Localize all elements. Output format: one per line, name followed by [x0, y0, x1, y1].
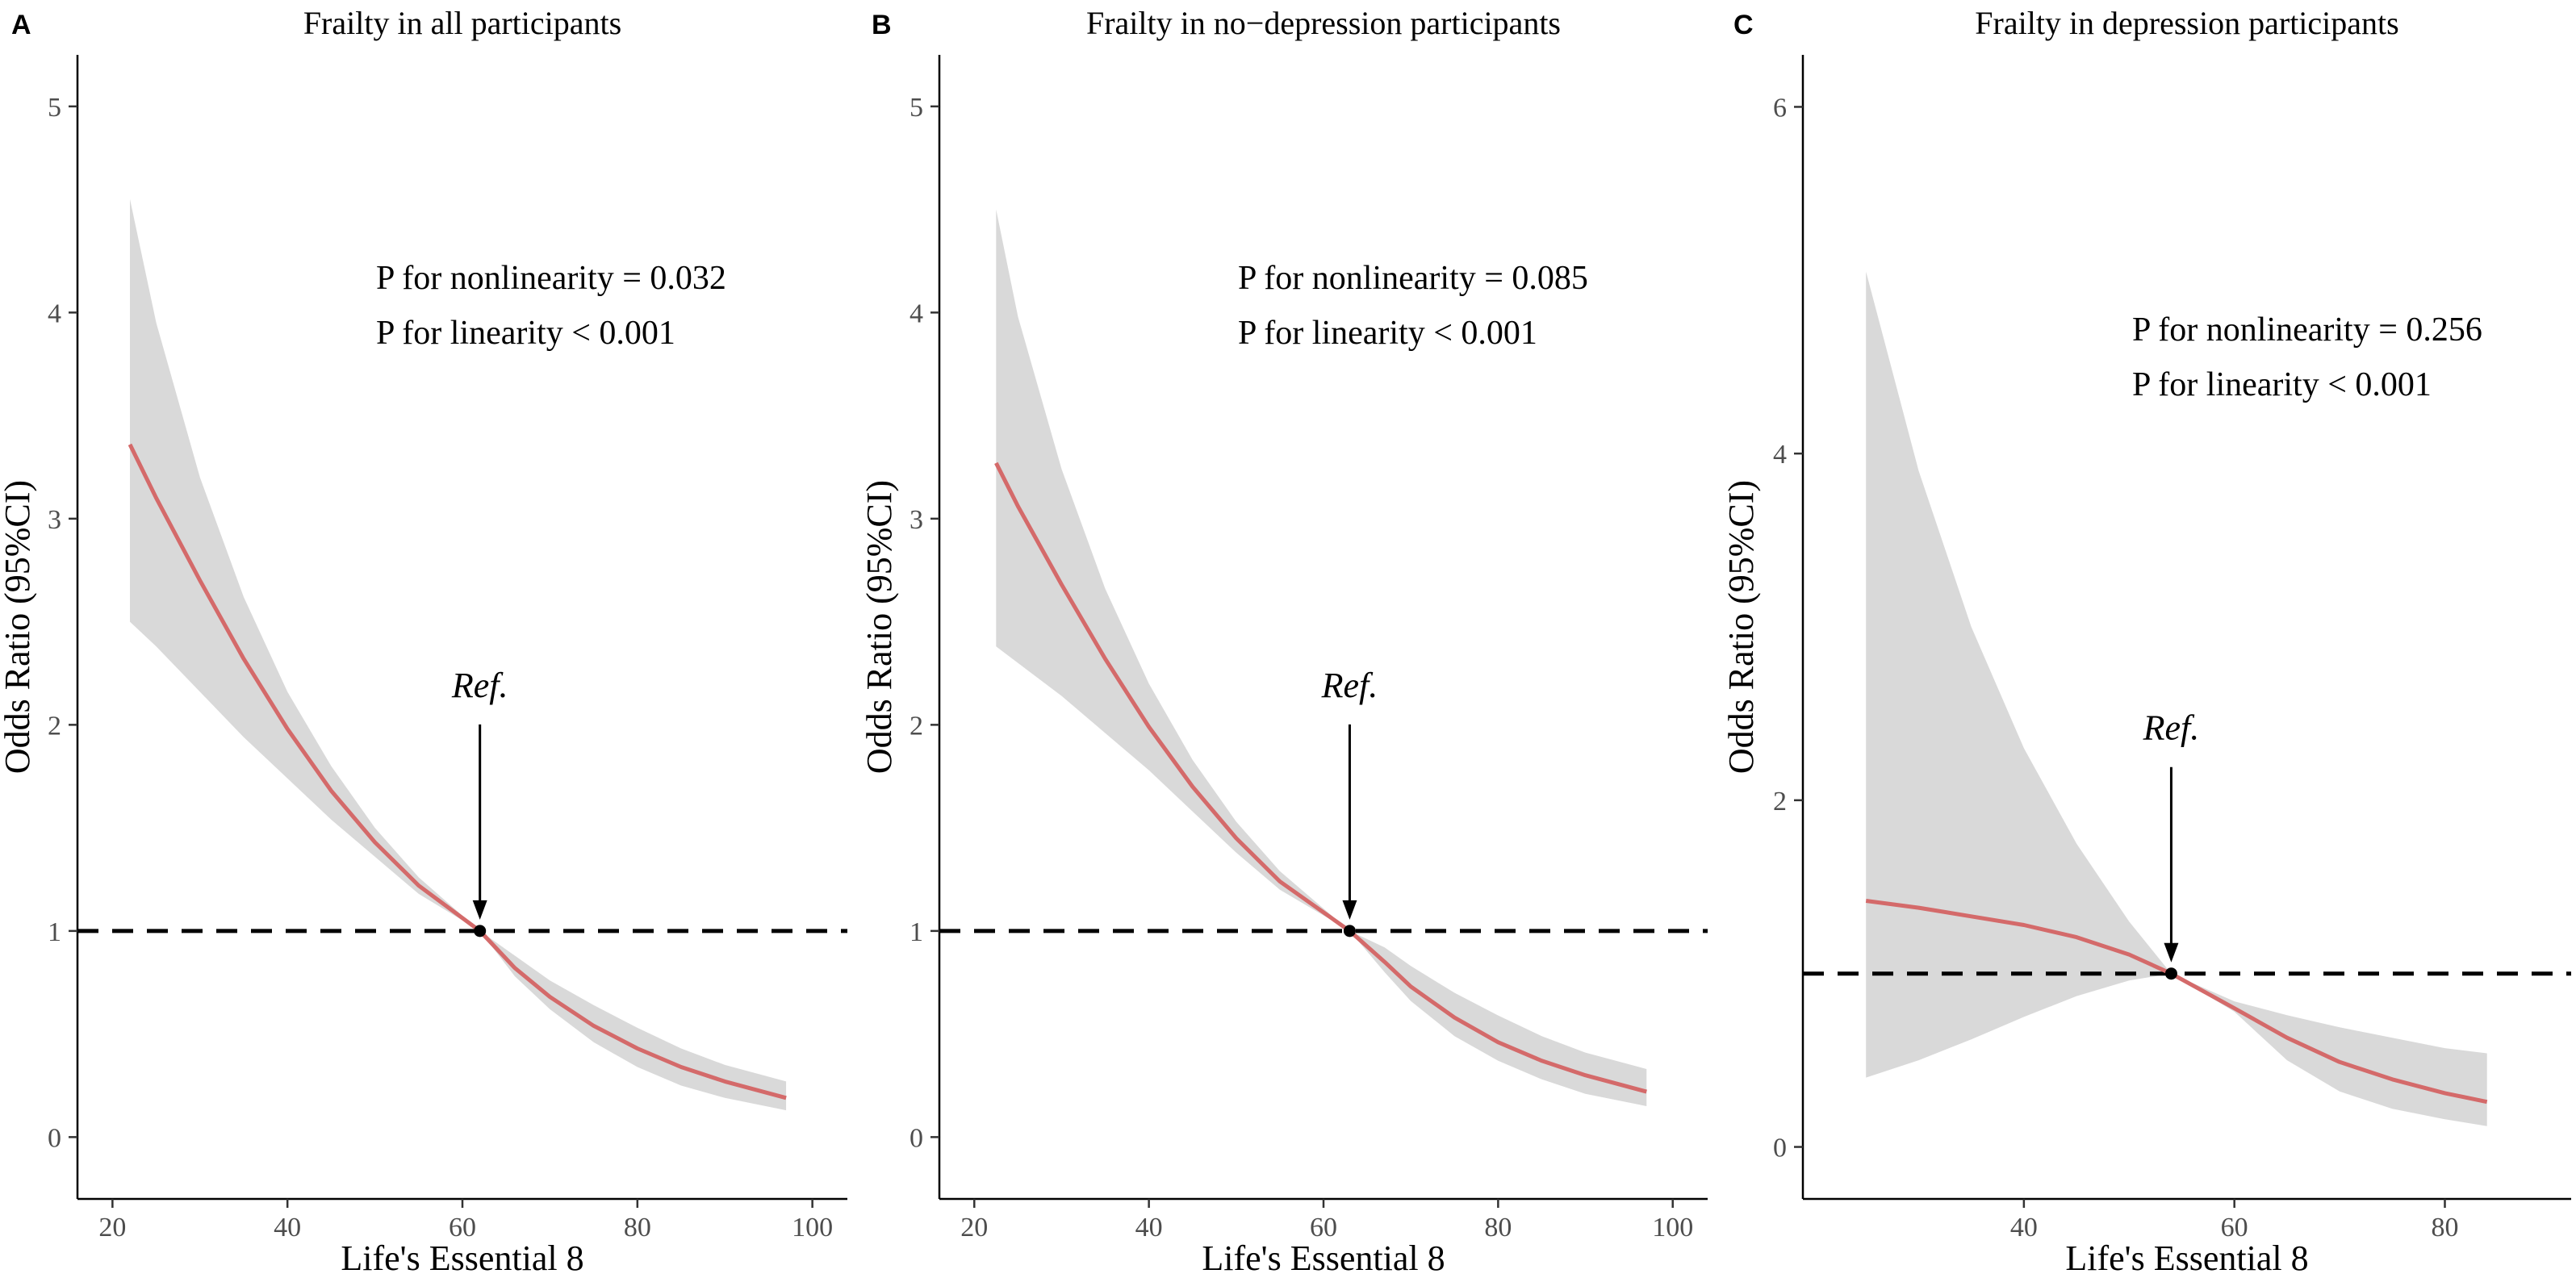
y-axis-title: Odds Ratio (95%CI) [1721, 480, 1761, 774]
p-value-annotation: P for nonlinearity = 0.032 [376, 260, 726, 297]
p-value-annotation: P for nonlinearity = 0.085 [1238, 260, 1588, 297]
reference-label: Ref. [451, 666, 508, 705]
reference-point [1343, 925, 1356, 938]
panel-letter: C [1733, 10, 1754, 40]
p-value-annotation: P for linearity < 0.001 [376, 315, 675, 352]
reference-point [474, 925, 487, 938]
reference-label: Ref. [2143, 708, 2200, 748]
y-tick-label: 0 [48, 1123, 61, 1153]
confidence-band [996, 209, 1647, 1107]
x-tick-label: 100 [1652, 1213, 1693, 1242]
chart-title: Frailty in all participants [303, 5, 621, 41]
y-tick-label: 1 [910, 917, 923, 947]
x-tick-label: 40 [274, 1213, 301, 1242]
x-axis-title: Life's Essential 8 [2065, 1238, 2308, 1278]
y-tick-label: 6 [1773, 93, 1787, 123]
x-tick-label: 80 [2432, 1213, 2459, 1242]
panel-letter: B [872, 10, 892, 40]
panel-c: 0 2 4 6 40 60 80 C Frailty in depression partici… [1721, 5, 2571, 1278]
y-axis-title: Odds Ratio (95%CI) [859, 480, 899, 774]
odds-ratio-curve [128, 443, 787, 1100]
x-tick-label: 40 [1135, 1213, 1163, 1242]
x-tick-label: 80 [1484, 1213, 1512, 1242]
x-tick-label: 60 [2221, 1213, 2248, 1242]
chart-title: Frailty in depression participants [1975, 5, 2398, 41]
reference-label: Ref. [1321, 666, 1378, 705]
reference-arrow-head [2164, 942, 2179, 963]
y-tick-label: 5 [48, 93, 61, 123]
y-tick-label: 0 [1773, 1134, 1787, 1163]
reference-arrow-head [1342, 900, 1357, 920]
x-tick-label: 100 [792, 1213, 833, 1242]
x-tick-label: 20 [98, 1213, 126, 1242]
reference-arrow-head [472, 900, 487, 920]
p-value-annotation: P for linearity < 0.001 [2132, 366, 2432, 403]
y-tick-label: 2 [910, 711, 923, 741]
panel-letter: A [11, 10, 31, 40]
y-tick-label: 4 [48, 299, 61, 328]
y-tick-label: 5 [910, 93, 923, 123]
x-tick-label: 60 [449, 1213, 476, 1242]
y-tick-label: 4 [910, 299, 923, 328]
p-value-annotation: P for linearity < 0.001 [1238, 315, 1537, 352]
x-tick-label: 20 [960, 1213, 988, 1242]
reference-point [2164, 967, 2177, 980]
x-tick-label: 60 [1310, 1213, 1337, 1242]
y-tick-label: 3 [910, 505, 923, 535]
confidence-band [130, 198, 787, 1111]
y-tick-label: 3 [48, 505, 61, 535]
y-tick-label: 0 [910, 1123, 923, 1153]
x-tick-label: 80 [624, 1213, 651, 1242]
panel-b: 0 1 2 3 4 5 20 40 60 80 100 B Frailty in no−depressi… [859, 5, 1708, 1278]
chart-title: Frailty in no−depression participants [1086, 5, 1561, 41]
odds-ratio-curve [994, 461, 1647, 1094]
confidence-band [1866, 271, 2487, 1126]
panel-a: 0 1 2 3 4 5 20 40 60 80 100 A Frailty in all partici… [0, 5, 847, 1278]
y-tick-label: 1 [48, 917, 61, 947]
p-value-annotation: P for nonlinearity = 0.256 [2132, 311, 2482, 349]
x-axis-title: Life's Essential 8 [341, 1238, 583, 1278]
y-tick-label: 4 [1773, 440, 1787, 470]
y-tick-label: 2 [1773, 787, 1787, 816]
x-axis-title: Life's Essential 8 [1202, 1238, 1445, 1278]
x-tick-label: 40 [2010, 1213, 2038, 1242]
y-axis-title: Odds Ratio (95%CI) [0, 480, 37, 774]
y-tick-label: 2 [48, 711, 61, 741]
